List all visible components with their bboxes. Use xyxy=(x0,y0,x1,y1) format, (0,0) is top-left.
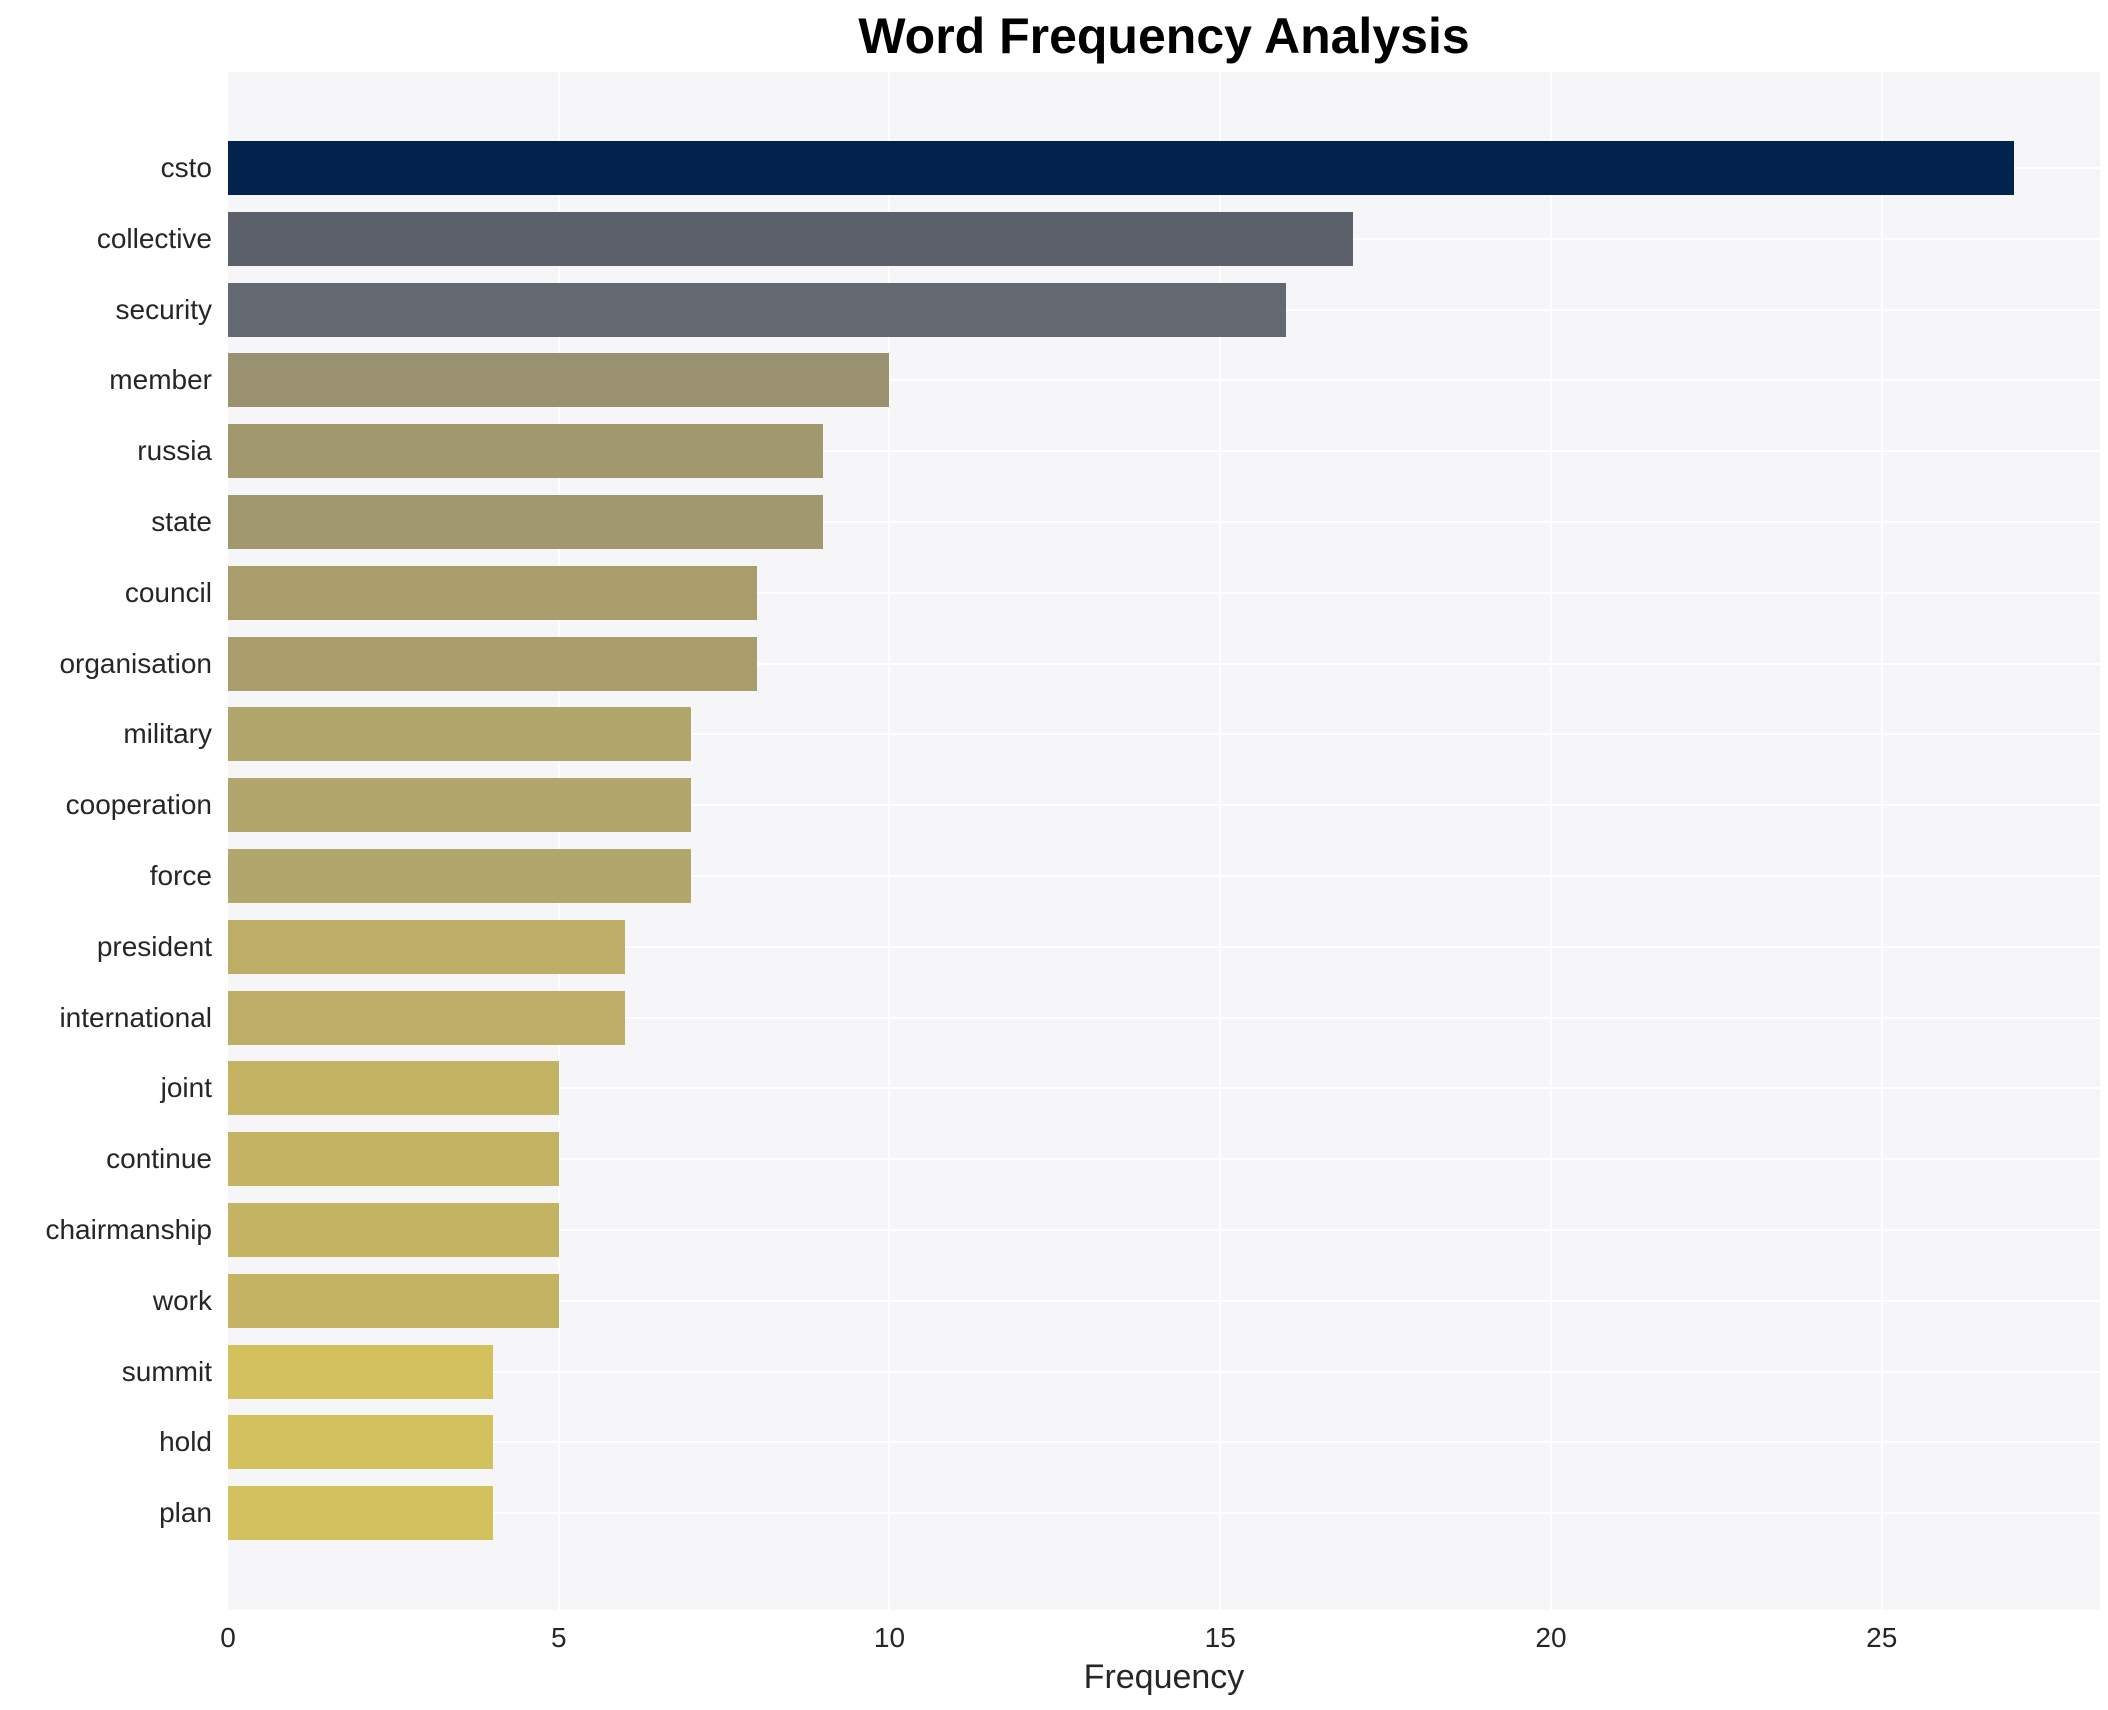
bar-council xyxy=(228,565,758,620)
horizontal-gridline xyxy=(228,1087,2100,1090)
horizontal-gridline xyxy=(228,1512,2100,1515)
horizontal-gridline xyxy=(228,1229,2100,1231)
x-tick-label-10: 10 xyxy=(873,1622,906,1653)
y-tick-label-work: work xyxy=(152,1284,212,1316)
horizontal-gridline xyxy=(228,591,2100,594)
vertical-gridline xyxy=(557,72,560,1610)
vertical-gridline xyxy=(1219,72,1222,1610)
horizontal-gridline xyxy=(228,733,2100,736)
y-tick-label-cooperation: cooperation xyxy=(65,789,212,821)
bar-military xyxy=(228,707,692,762)
chart-title: Word Frequency Analysis xyxy=(858,8,1470,64)
bar-security xyxy=(228,282,1287,337)
y-tick-label-collective: collective xyxy=(96,222,212,254)
x-tick-label-0: 0 xyxy=(220,1622,236,1653)
bar-plan xyxy=(228,1486,493,1541)
y-tick-label-force: force xyxy=(149,860,212,891)
bar-member xyxy=(228,353,890,408)
bar-continue xyxy=(228,1132,559,1187)
bar-state xyxy=(228,495,824,549)
y-tick-label-organisation: organisation xyxy=(59,647,212,679)
bar-force xyxy=(228,849,692,903)
x-tick-label-5: 5 xyxy=(550,1622,567,1653)
y-tick-label-member: member xyxy=(109,364,212,396)
vertical-gridline xyxy=(888,72,891,1610)
bar-chairmanship xyxy=(228,1203,559,1257)
bar-work xyxy=(228,1273,559,1328)
bar-president xyxy=(228,919,625,974)
bar-international xyxy=(228,990,625,1045)
x-tick-label-20: 20 xyxy=(1535,1622,1567,1653)
y-tick-label-president: president xyxy=(96,930,212,962)
horizontal-gridline xyxy=(228,945,2100,948)
y-tick-label-state: state xyxy=(151,506,212,537)
y-tick-label-russia: russia xyxy=(137,435,212,467)
horizontal-gridline xyxy=(228,875,2100,877)
horizontal-gridline xyxy=(228,804,2100,807)
vertical-gridline xyxy=(1880,72,1883,1610)
horizontal-gridline xyxy=(228,450,2100,453)
bar-collective xyxy=(228,211,1353,266)
horizontal-gridline xyxy=(228,521,2100,523)
bar-cooperation xyxy=(228,778,692,833)
y-tick-label-security: security xyxy=(115,293,212,325)
horizontal-gridline xyxy=(228,662,2100,665)
y-tick-label-chairmanship: chairmanship xyxy=(45,1214,212,1245)
y-tick-label-joint: joint xyxy=(160,1072,212,1104)
vertical-gridline xyxy=(1549,72,1552,1610)
y-tick-label-continue: continue xyxy=(106,1143,212,1175)
x-axis-title: Frequency xyxy=(1083,1658,1245,1696)
horizontal-gridline xyxy=(228,1016,2100,1019)
y-tick-label-council: council xyxy=(124,576,212,608)
bar-joint xyxy=(228,1061,559,1116)
x-tick-label-25: 25 xyxy=(1866,1622,1898,1653)
bar-organisation xyxy=(228,636,758,691)
bar-csto xyxy=(228,141,2014,195)
y-tick-label-plan: plan xyxy=(159,1497,212,1529)
bar-russia xyxy=(228,424,824,479)
y-tick-label-military: military xyxy=(123,718,212,750)
horizontal-gridline xyxy=(228,1299,2100,1302)
horizontal-gridline xyxy=(228,1441,2100,1444)
bar-summit xyxy=(228,1344,493,1399)
y-tick-label-summit: summit xyxy=(121,1355,212,1387)
bar-hold xyxy=(228,1415,493,1470)
horizontal-gridline xyxy=(228,1370,2100,1373)
horizontal-gridline xyxy=(228,379,2100,382)
y-tick-label-hold: hold xyxy=(159,1426,212,1458)
horizontal-gridline xyxy=(228,1158,2100,1161)
x-tick-label-15: 15 xyxy=(1204,1622,1236,1653)
plot-area xyxy=(228,72,2100,1610)
y-tick-label-international: international xyxy=(59,1001,212,1033)
y-tick-label-csto: csto xyxy=(160,152,212,183)
